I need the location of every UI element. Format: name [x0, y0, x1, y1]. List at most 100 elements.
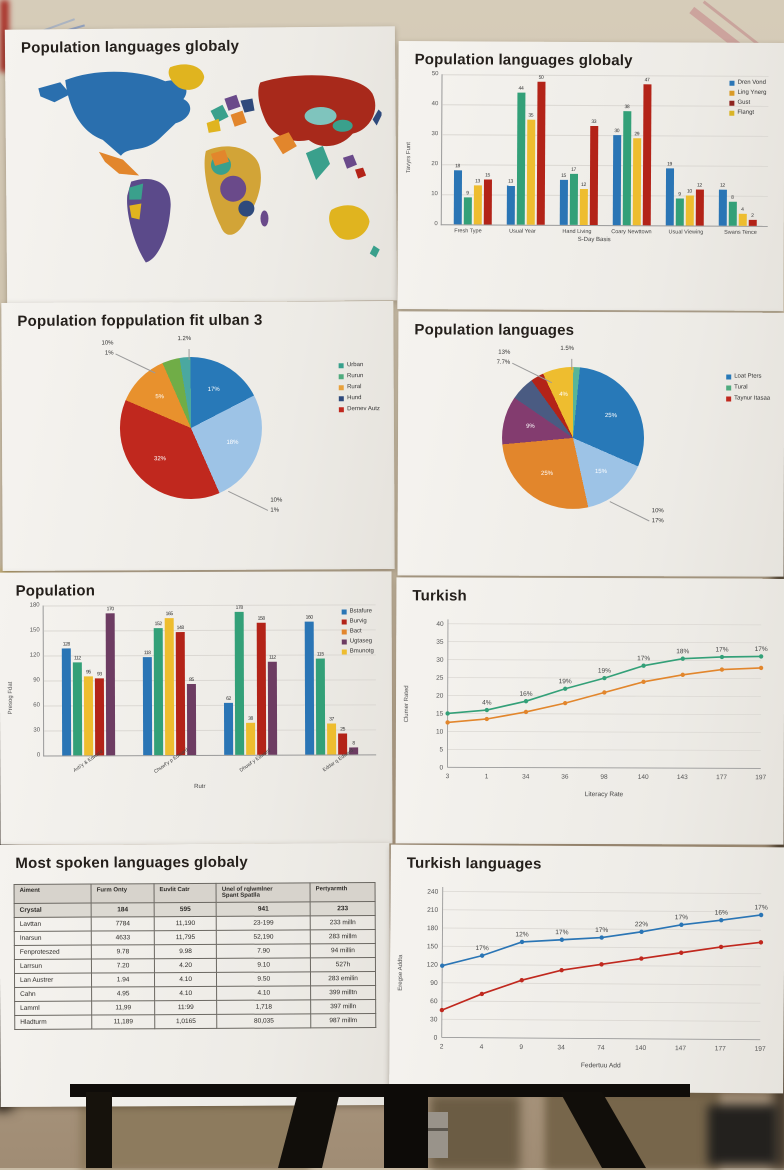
x-tick-label: 1	[485, 773, 489, 780]
bar-value-label: 18	[455, 163, 460, 170]
bar-value-label: 38	[248, 716, 253, 723]
bar	[327, 723, 337, 755]
table-cell: 52,190	[216, 929, 311, 945]
pie-slice-label: 25%	[604, 412, 617, 419]
table-cell: 7.20	[91, 958, 155, 974]
y-tick-label: 180	[29, 602, 40, 609]
bar	[612, 135, 621, 226]
legend-swatch	[726, 395, 732, 401]
bar-value-label: 15	[561, 172, 566, 179]
x-tick-label: 74	[597, 1045, 605, 1052]
x-tick-label: 143	[677, 774, 688, 781]
column-header: Euvlit Catr	[154, 883, 217, 903]
legend-swatch	[341, 618, 347, 624]
bar-column: 10	[685, 75, 694, 226]
x-tick-label: 177	[715, 1045, 726, 1052]
table-cell: 9.78	[91, 944, 155, 960]
table-cell: 233 milln	[310, 915, 376, 930]
bar-value-label: 158	[257, 616, 265, 623]
table-cell: 4.20	[154, 958, 217, 973]
table-cell: Lamml	[14, 1001, 92, 1016]
pie-slice-label: 5%	[155, 394, 165, 401]
bar-column: 38	[246, 605, 256, 755]
column-header: Pertyarmth	[310, 882, 376, 902]
legend-item: Gust	[729, 100, 766, 106]
bar	[718, 189, 727, 226]
gridline	[447, 731, 761, 733]
bar	[61, 648, 72, 756]
bar-value-label: 44	[518, 85, 524, 92]
x-axis-label: Federtuu Add	[581, 1062, 621, 1069]
data-point	[439, 963, 445, 968]
bar-column: 30	[612, 75, 621, 226]
bar-column: 47	[642, 75, 651, 226]
easel-metal-knob	[428, 1112, 448, 1158]
line-chart-turkish-line: Clumer Rated 0 5 10 15 20 25 30 35 40 3 1 34 36 98 140 1…	[404, 608, 775, 801]
languages-table-container: Aiment Furm Onty Euvlit Catr Unel of rqlwml…	[0, 882, 390, 1030]
bar	[748, 219, 757, 226]
y-tick-label: 120	[29, 652, 40, 659]
plot-area: 0 10 20 30 40 50 18 9 13 15 13 44 35 50 15 17 12 33 30 38 29…	[431, 71, 769, 227]
table-cell: 7784	[91, 916, 155, 932]
x-tick-label: 197	[755, 1046, 766, 1053]
y-tick-label: 10	[436, 729, 444, 736]
data-point	[602, 690, 607, 695]
x-tick-label: 36	[561, 774, 569, 781]
bar	[728, 201, 737, 226]
legend-swatch	[339, 395, 345, 401]
region-australia	[329, 205, 370, 240]
data-point	[679, 922, 684, 927]
y-tick-label: 120	[427, 962, 438, 969]
data-point	[758, 665, 764, 671]
x-tick-label: 98	[600, 774, 608, 781]
gridline	[447, 623, 762, 626]
line-chart-svg: 0 5 10 15 20 25 30 35 40 3 1 34 36 98 140 143 177 197 4% 16…	[436, 619, 768, 798]
pie-callout-line: 1%	[270, 507, 280, 514]
table-cell: 527h	[310, 957, 376, 972]
pie-callout-br: 10% 1%	[270, 497, 282, 516]
sheet-bar-population: Population Presog Fdat 0 30 60 90 120 150 180 12…	[0, 571, 393, 845]
data-point	[719, 667, 725, 672]
data-point	[602, 675, 607, 681]
bar	[105, 613, 116, 756]
bar-column: 112	[267, 605, 278, 755]
plot-area: 0 30 60 90 120 150 180 128 112 95 93 170 118 152 165 14…	[30, 603, 377, 759]
bar-column: 37	[327, 605, 337, 755]
data-point	[639, 929, 644, 935]
y-tick-label: 15	[436, 711, 444, 718]
table-cell: 987 millm	[310, 1013, 376, 1028]
bar-column: 18	[453, 74, 462, 225]
legend: Urban Rurun Rural Hund Dernev Autz	[338, 362, 380, 412]
table-cell: 4.10	[154, 986, 217, 1001]
gridline	[441, 1000, 761, 1004]
point-label: 16%	[715, 910, 728, 917]
table-cell: Cahn	[14, 987, 92, 1002]
data-point	[484, 707, 489, 713]
bar	[506, 185, 515, 225]
bar-column: 152	[153, 605, 164, 756]
data-point	[519, 939, 525, 945]
chart-title: Turkish	[412, 587, 467, 605]
bar-chart-main: 0 30 60 90 120 150 180 128 112 95 93 170 118 152 165 14…	[19, 603, 381, 790]
table-header-row: Aiment Furm Onty Euvlit Catr Unel of rqlwml…	[14, 882, 376, 904]
legend-swatch	[729, 80, 735, 86]
bar-value-label: 8	[731, 194, 734, 201]
data-point	[563, 686, 568, 691]
bar-groups: 128 112 95 93 170 118 152 165 148 85 62 178 38 158 112…	[44, 604, 377, 756]
bar-chart-main: 0 10 20 30 40 50 18 9 13 15 13 44 35 50 15 17 12 33 30 38 29…	[417, 71, 773, 244]
bar	[175, 631, 186, 756]
data-point	[758, 912, 764, 918]
y-tick-label: 40	[431, 101, 439, 108]
legend: Bstafure Burvig Bact Ugtaseg Bmunotg	[340, 606, 376, 656]
bar-chart-population: Presog Fdat 0 30 60 90 120 150 180 128 112 95 93 170…	[0, 603, 392, 790]
legend-item: Bmunotg	[341, 648, 374, 654]
legend-item: Ling Ynerg	[729, 90, 766, 96]
pie-callout-top: 1.5%	[560, 345, 574, 355]
table-cell: 11,189	[91, 1014, 155, 1030]
easel-metal-band	[428, 1128, 448, 1131]
data-point	[484, 716, 489, 722]
bar	[559, 179, 568, 225]
gridline	[447, 713, 761, 715]
pie-slice-label: 25%	[541, 470, 554, 477]
